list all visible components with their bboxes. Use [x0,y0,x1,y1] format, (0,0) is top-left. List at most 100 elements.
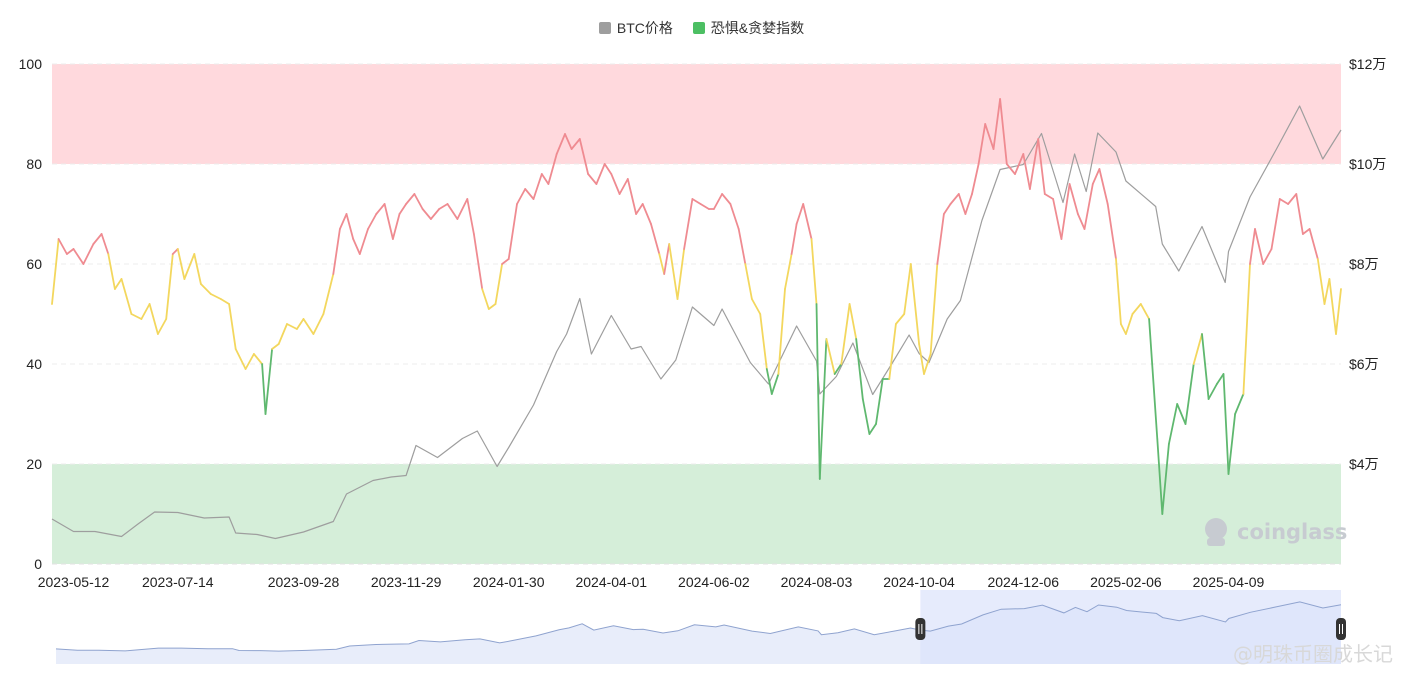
legend-item-fear-greed[interactable]: 恐惧&贪婪指数 [692,18,805,38]
fear-greed-segment [547,153,558,185]
fear-greed-segment [570,138,581,150]
x-tick-label: 2024-01-30 [473,574,545,590]
legend-label-fear-greed: 恐惧&贪婪指数 [710,20,805,36]
fear-greed-segment [1148,318,1159,440]
fear-greed-segment [668,243,679,300]
fear-greed-segment [1052,198,1063,240]
left-tick-label: 0 [34,556,42,572]
fear-greed-segment [650,223,661,255]
fear-greed-segment [1125,313,1134,335]
fear-greed-segment [751,298,762,315]
fear-greed-segment [1091,168,1101,185]
fear-greed-segment [1302,228,1311,235]
navigator-line [55,601,1342,652]
fear-greed-segment [765,368,773,395]
x-tick-label: 2024-08-03 [781,574,853,590]
fear-greed-segment [1242,263,1251,395]
x-tick-label: 2023-07-14 [142,574,214,590]
x-tick-label: 2024-04-01 [575,574,647,590]
fear-greed-segment [66,248,75,255]
fear-greed-segment [244,353,255,370]
background-zones [52,64,1341,564]
fear-greed-segment [984,123,995,150]
fear-greed-segment [840,303,851,365]
fear-greed-segment [413,193,424,210]
fear-greed-segment [107,253,116,290]
watermark-text: coinglass [1237,520,1347,544]
navigator-selected-range[interactable] [920,590,1341,664]
coinglass-watermark: coinglass [1205,518,1347,546]
fear-greed-segment [171,248,179,255]
fear-greed-segment [1176,403,1187,425]
fear-greed-segment [358,228,369,255]
left-tick-label: 40 [26,356,42,372]
x-axis: 2023-05-12 2023-07-14 2023-09-28 2023-11-29… [38,574,1265,590]
fear-greed-segment [802,203,813,240]
left-tick-label: 100 [19,56,43,72]
fear-greed-segment [825,338,836,375]
fear-greed-segment [618,178,629,195]
fear-greed-segment [1316,258,1326,305]
btc-swatch-icon [598,22,611,34]
left-tick-label: 60 [26,256,42,272]
fear-greed-segment [524,188,535,200]
fear-greed-segment [999,98,1008,165]
fear-greed-segment [114,278,123,290]
x-tick-label: 2024-10-04 [883,574,955,590]
fear-greed-segment [626,178,637,215]
legend: BTC价格 恐惧&贪婪指数 [0,18,1403,38]
fear-greed-segment [855,338,864,400]
fear-greed-segment [1254,228,1265,265]
fear-greed-segment [456,198,469,220]
fear-greed-segment [1249,228,1256,265]
fear-greed-segment [1120,323,1127,335]
fear-greed-segment [1161,443,1170,515]
legend-item-btc[interactable]: BTC价格 [598,18,673,38]
fear-greed-segment [438,203,449,210]
range-navigator[interactable] [55,590,1346,664]
fear-greed-segment [383,203,394,240]
fear-greed-segment [120,278,133,315]
x-tick-label: 2023-05-12 [38,574,110,590]
fear-greed-segment [1335,288,1342,335]
fear-greed-segment [848,303,858,340]
fear-greed-segment [818,338,828,480]
fear-greed-segment [564,133,573,150]
fear-greed-segment [264,348,274,415]
fear-greed-segment [271,343,280,350]
fear-greed-segment [1014,153,1025,175]
fear-greed-segment [964,193,973,215]
fear-greed-segment [1308,228,1319,260]
navigator-left-handle[interactable] [915,618,926,640]
fear-greed-segment [895,313,906,325]
fear-greed-segment [1328,278,1337,335]
fear-greed-segment [1131,303,1142,315]
fear-greed-segment [507,203,518,260]
x-tick-label: 2025-02-06 [1090,574,1162,590]
navigator-right-handle[interactable] [1336,618,1346,640]
fear-greed-segment [302,318,315,335]
fear-greed-segment [481,288,490,310]
fear-greed-segment [641,203,652,225]
fear-greed-segment [603,163,613,175]
fear-greed-segment [472,233,484,290]
fear-greed-segment [398,203,408,215]
fear-greed-segment [676,248,685,300]
fear-greed-segment [1323,278,1331,305]
fear-greed-segment [1287,193,1298,205]
fear-greed-segment [100,233,110,255]
zone-extreme-greed [52,64,1341,164]
fear-greed-segment [228,303,237,350]
grid-lines [52,63,1341,565]
fear-greed-segment [1227,413,1236,475]
x-tick-label: 2023-11-29 [371,574,442,590]
fear-greed-segment [92,233,103,245]
fear-greed-segment [658,253,666,275]
fear-greed-segment [176,248,186,280]
fear-greed-segment [909,263,920,345]
fear-greed-series [51,98,1342,515]
fear-greed-segment [1278,198,1289,205]
right-tick-label: $6万 [1349,356,1379,372]
fear-greed-segment [936,213,945,265]
